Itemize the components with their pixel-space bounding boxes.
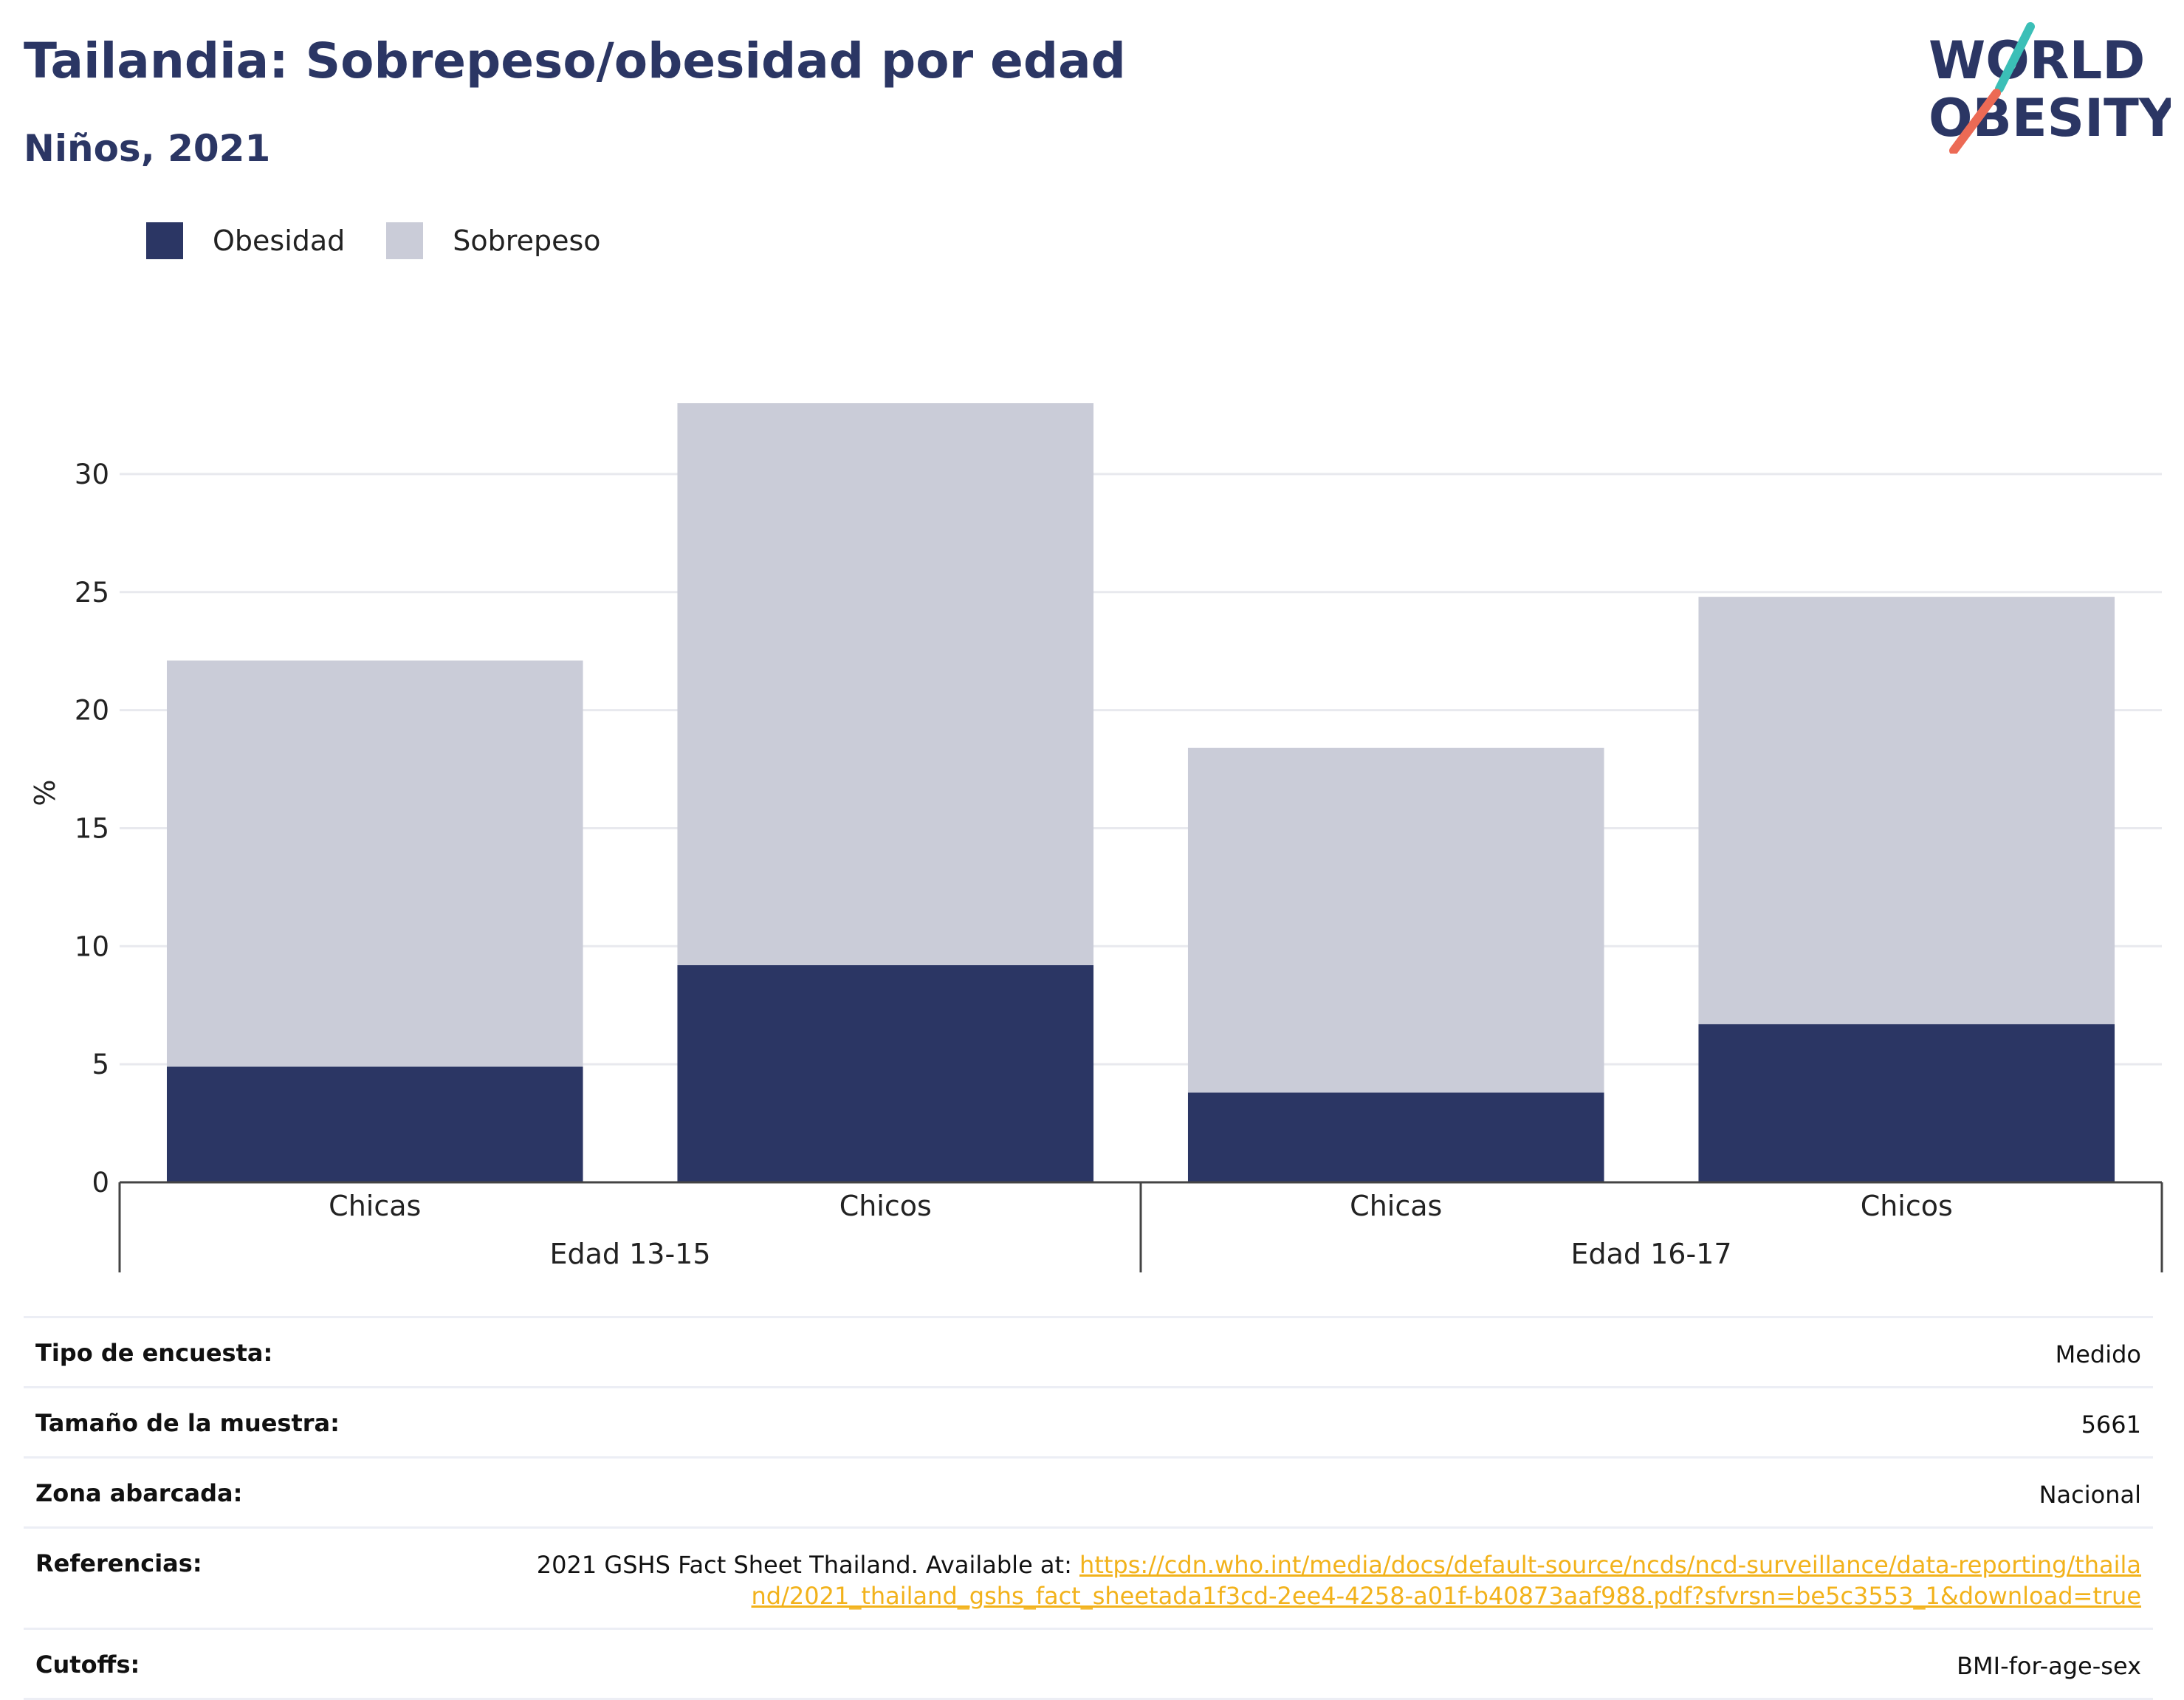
- logo-line2: OBESITY: [1929, 88, 2171, 148]
- bar-sobrepeso-0: [166, 660, 583, 1067]
- info-value-survey-type: Medido: [2055, 1340, 2141, 1368]
- chart-legend: Obesidad Sobrepeso: [146, 219, 642, 263]
- legend-label-sobrepeso: Sobrepeso: [453, 225, 601, 257]
- info-value-references: 2021 GSHS Fact Sheet Thailand. Available…: [532, 1549, 2141, 1611]
- legend-label-obesidad: Obesidad: [213, 225, 346, 257]
- x-tick-label: Chicas: [329, 1190, 421, 1222]
- logo-slash-teal: [1995, 22, 2035, 93]
- logo-line1: WORLD: [1929, 30, 2145, 91]
- y-axis-label: %: [29, 779, 61, 806]
- x-tick-label: Chicas: [1350, 1190, 1442, 1222]
- chart-title: Tailandia: Sobrepeso/obesidad por edad: [24, 32, 1126, 89]
- info-key-survey-type: Tipo de encuesta:: [35, 1339, 273, 1367]
- y-tick-label: 30: [75, 459, 109, 490]
- legend-item-obesidad[interactable]: Obesidad: [146, 222, 345, 259]
- info-value-cutoffs: BMI-for-age-sex: [1957, 1652, 2141, 1680]
- bar-sobrepeso-2: [1187, 747, 1604, 1093]
- bar-sobrepeso-1: [677, 403, 1094, 965]
- info-row-survey-type: Tipo de encuesta: Medido: [24, 1316, 2153, 1386]
- info-value-sample-size: 5661: [2081, 1411, 2141, 1439]
- y-tick-label: 0: [92, 1167, 109, 1199]
- info-row-cutoffs: Cutoffs: BMI-for-age-sex: [24, 1628, 2153, 1700]
- x-tick-label: Chicos: [1861, 1190, 1953, 1222]
- legend-item-sobrepeso[interactable]: Sobrepeso: [386, 222, 601, 259]
- logo-slash-coral: [1949, 89, 2001, 154]
- bar-chart: 0 5 10 15 20 25 30% Chicas Chicos Chicas Chicos Eda…: [29, 403, 2163, 1272]
- info-row-coverage: Zona abarcada: Nacional: [24, 1456, 2153, 1526]
- group-label: Edad 16-17: [1570, 1238, 1731, 1270]
- info-key-references: Referencias:: [35, 1549, 202, 1577]
- world-obesity-logo: WORLD OBESITY: [1929, 22, 2171, 154]
- reference-text: 2021 GSHS Fact Sheet Thailand. Available…: [536, 1551, 1080, 1579]
- bar-obesidad-1: [677, 964, 1094, 1182]
- info-key-coverage: Zona abarcada:: [35, 1479, 243, 1507]
- info-table: Tipo de encuesta: Medido Tamaño de la mu…: [24, 1316, 2153, 1700]
- bar-obesidad-3: [1698, 1024, 2115, 1182]
- info-key-sample-size: Tamaño de la muestra:: [35, 1409, 340, 1437]
- y-tick-label: 15: [75, 812, 109, 844]
- info-row-sample-size: Tamaño de la muestra: 5661: [24, 1386, 2153, 1456]
- bar-sobrepeso-3: [1698, 597, 2115, 1024]
- bar-obesidad-2: [1187, 1092, 1604, 1182]
- bar-obesidad-0: [166, 1066, 583, 1182]
- y-tick-label: 25: [75, 577, 109, 609]
- chart-subtitle: Niños, 2021: [24, 127, 271, 170]
- info-value-coverage: Nacional: [2039, 1481, 2141, 1509]
- reference-link[interactable]: https://cdn.who.int/media/docs/default-s…: [751, 1551, 2141, 1610]
- legend-swatch-sobrepeso: [386, 222, 424, 259]
- info-key-cutoffs: Cutoffs:: [35, 1651, 140, 1679]
- y-tick-label: 5: [92, 1049, 109, 1080]
- y-tick-label: 10: [75, 930, 109, 962]
- y-tick-label: 20: [75, 695, 109, 727]
- legend-swatch-obesidad: [146, 222, 183, 259]
- x-tick-label: Chicos: [839, 1190, 932, 1222]
- group-label: Edad 13-15: [549, 1238, 710, 1270]
- info-row-references: Referencias: 2021 GSHS Fact Sheet Thaila…: [24, 1526, 2153, 1628]
